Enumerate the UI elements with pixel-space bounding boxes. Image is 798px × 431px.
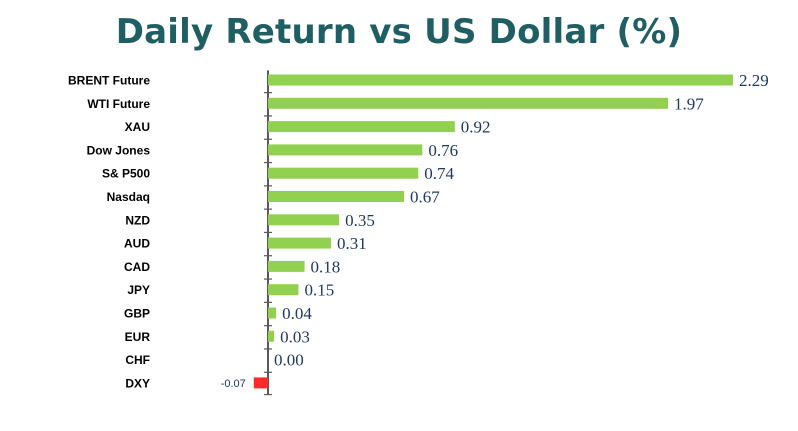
data-label: 0.35 (345, 211, 375, 230)
data-label: 0.00 (274, 351, 304, 370)
data-label: 0.76 (428, 141, 458, 160)
bar (268, 97, 669, 109)
category-label: JPY (127, 283, 150, 297)
category-label: BRENT Future (68, 74, 150, 88)
data-label: 0.03 (280, 327, 310, 346)
data-label: 0.92 (461, 118, 491, 137)
bar (268, 191, 405, 202)
data-label: 0.31 (337, 234, 367, 253)
category-label: Nasdaq (107, 190, 150, 204)
data-label: 1.97 (674, 94, 704, 113)
category-label: WTI Future (87, 97, 150, 111)
bar (268, 284, 299, 296)
category-label: EUR (125, 330, 151, 344)
bar (268, 144, 423, 156)
category-label: DXY (125, 376, 150, 390)
bar (268, 74, 733, 86)
bar (253, 377, 268, 389)
bar (268, 260, 305, 272)
category-label: XAU (125, 120, 150, 134)
category-label: CAD (124, 260, 150, 274)
bar (268, 167, 419, 179)
category-label: S& P500 (102, 167, 150, 181)
data-label: 0.18 (311, 257, 341, 276)
category-label: Dow Jones (87, 143, 151, 157)
data-label: 0.74 (424, 164, 454, 183)
data-label: -0.07 (221, 378, 246, 390)
bar (268, 237, 331, 249)
bar (268, 307, 277, 319)
bar (268, 214, 340, 226)
category-label: AUD (124, 237, 150, 251)
category-label: CHF (125, 353, 150, 367)
data-label: 0.67 (410, 188, 440, 207)
category-label: NZD (125, 213, 150, 227)
data-label: 0.15 (304, 281, 334, 300)
bar (268, 121, 455, 133)
category-label: GBP (124, 307, 150, 321)
chart-title: Daily Return vs US Dollar (%) (115, 12, 683, 52)
bar (268, 330, 275, 342)
data-label: 2.29 (739, 71, 769, 90)
data-label: 0.04 (282, 304, 312, 323)
